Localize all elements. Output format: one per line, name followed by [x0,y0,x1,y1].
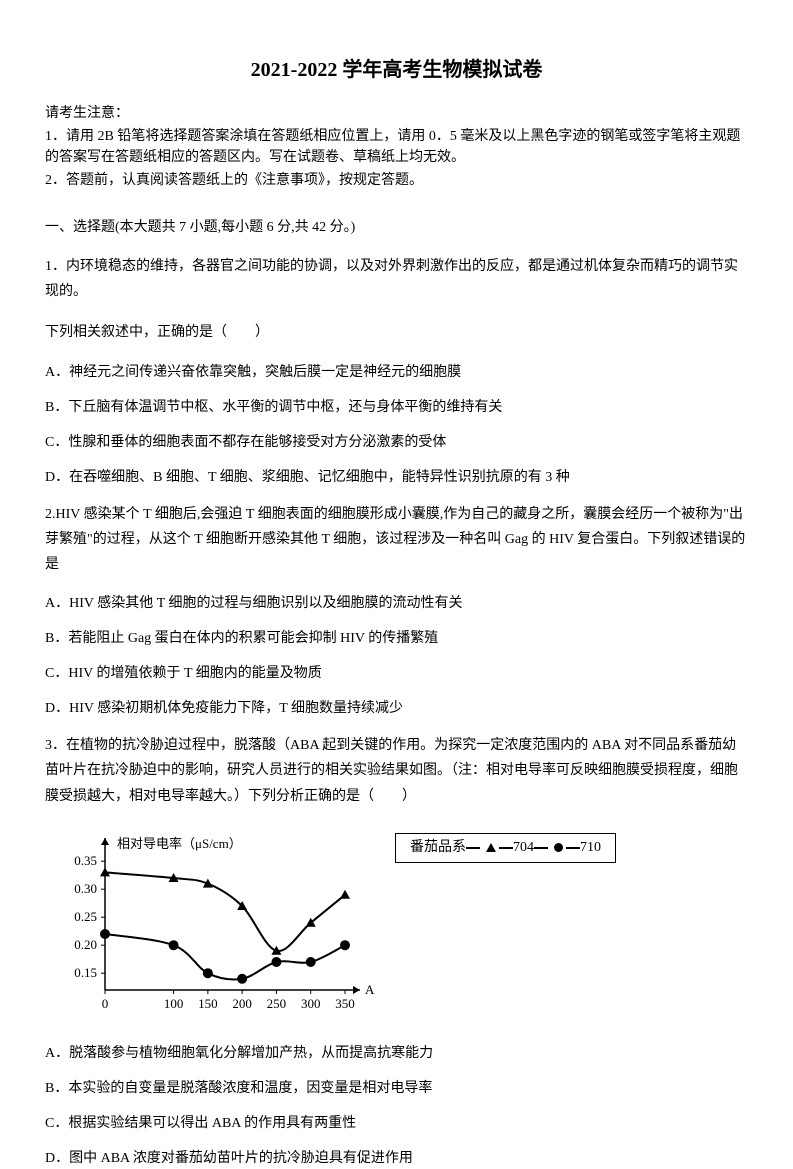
legend-line1b [499,847,513,849]
svg-text:0.25: 0.25 [74,909,97,924]
chart-legend: 番茄品系 704 710 [395,833,616,863]
instructions-header: 请考生注意： [45,103,748,124]
svg-text:300: 300 [301,996,321,1011]
svg-text:相对导电率（μS/cm）: 相对导电率（μS/cm） [117,836,242,851]
legend-series1: 704 [513,837,534,858]
legend-series2: 710 [580,837,601,858]
svg-text:0.20: 0.20 [74,937,97,952]
svg-text:0.30: 0.30 [74,881,97,896]
q1-option-b: B．下丘脑有体温调节中枢、水平衡的调节中枢，还与身体平衡的维持有关 [45,397,748,418]
q1-stem1: 1．内环境稳态的维持，各器官之间功能的协调，以及对外界刺激作出的反应，都是通过机… [45,254,748,304]
q1-option-a: A．神经元之间传递兴奋依靠突触，突触后膜一定是神经元的细胞膜 [45,362,748,383]
svg-text:0.35: 0.35 [74,853,97,868]
q2-stem: 2.HIV 感染某个 T 细胞后,会强迫 T 细胞表面的细胞膜形成小囊膜,作为自… [45,502,748,578]
svg-text:350: 350 [335,996,355,1011]
triangle-marker-icon [486,843,496,852]
q2-option-c: C．HIV 的增殖依赖于 T 细胞内的能量及物质 [45,663,748,684]
svg-text:0.15: 0.15 [74,965,97,980]
q3-option-d: D．图中 ABA 浓度对番茄幼苗叶片的抗冷胁迫具有促进作用 [45,1148,748,1169]
instructions-block: 请考生注意： 1．请用 2B 铅笔将选择题答案涂填在答题纸相应位置上，请用 0．… [45,103,748,191]
q2-option-a: A．HIV 感染其他 T 细胞的过程与细胞识别以及细胞膜的流动性有关 [45,593,748,614]
legend-line2 [534,847,548,849]
svg-text:200: 200 [232,996,252,1011]
legend-label: 番茄品系 [410,837,466,858]
svg-text:150: 150 [198,996,218,1011]
legend-line2b [566,847,580,849]
instructions-line1: 1．请用 2B 铅笔将选择题答案涂填在答题纸相应位置上，请用 0．5 毫米及以上… [45,126,748,168]
q3-stem: 3．在植物的抗冷胁迫过程中，脱落酸（ABA 起到关键的作用。为探究一定浓度范围内… [45,733,748,809]
section-1-header: 一、选择题(本大题共 7 小题,每小题 6 分,共 42 分。) [45,217,748,238]
circle-marker-icon [554,843,563,852]
q3-option-b: B．本实验的自变量是脱落酸浓度和温度，因变量是相对电导率 [45,1078,748,1099]
svg-text:0: 0 [102,996,109,1011]
svg-text:ABA浓度（mg/L）: ABA浓度（mg/L） [365,982,375,997]
q2-option-b: B．若能阻止 Gag 蛋白在体内的积累可能会抑制 HIV 的传播繁殖 [45,628,748,649]
chart-box: 0.15 0.20 0.25 0.30 0.35 0 100 150 200 250 300 350 相… [45,825,375,1025]
q2-option-d: D．HIV 感染初期机体免疫能力下降，T 细胞数量持续减少 [45,698,748,719]
q1-option-c: C．性腺和垂体的细胞表面不都存在能够接受对方分泌激素的受体 [45,432,748,453]
svg-text:100: 100 [164,996,184,1011]
chart-area: 0.15 0.20 0.25 0.30 0.35 0 100 150 200 250 300 350 相… [45,825,748,1025]
q3-option-a: A．脱落酸参与植物细胞氧化分解增加产热，从而提高抗寒能力 [45,1043,748,1064]
page-title: 2021-2022 学年高考生物模拟试卷 [45,55,748,85]
legend-line1 [466,847,480,849]
instructions-line2: 2．答题前，认真阅读答题纸上的《注意事项》，按规定答题。 [45,170,748,191]
q3-option-c: C．根据实验结果可以得出 ABA 的作用具有两重性 [45,1113,748,1134]
chart-svg: 0.15 0.20 0.25 0.30 0.35 0 100 150 200 250 300 350 相… [45,825,375,1025]
q1-option-d: D．在吞噬细胞、B 细胞、T 细胞、浆细胞、记忆细胞中，能特异性识别抗原的有 3… [45,467,748,488]
q1-stem2: 下列相关叙述中，正确的是（ ） [45,320,748,345]
svg-text:250: 250 [267,996,287,1011]
